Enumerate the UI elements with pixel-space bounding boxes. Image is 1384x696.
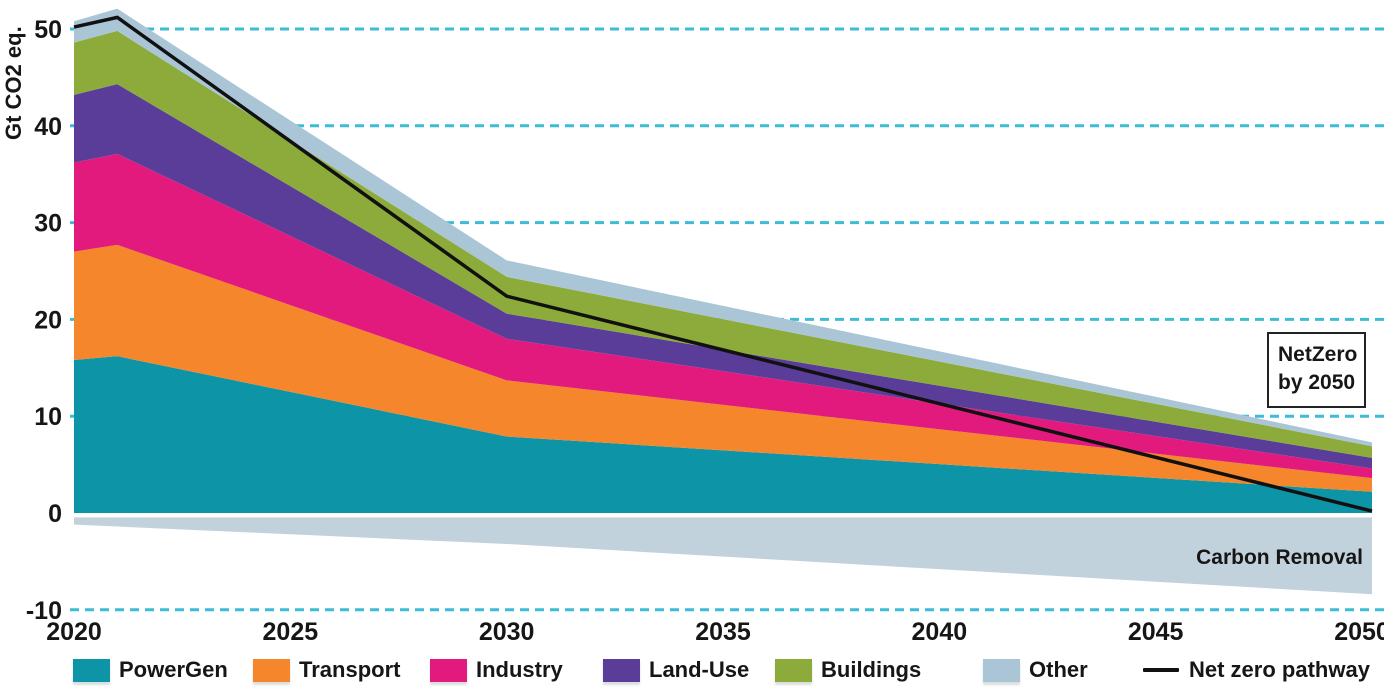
y-axis-title: Gt CO2 eq. — [1, 26, 26, 140]
y-tick-40: 40 — [34, 113, 62, 141]
area-industry — [74, 153, 1372, 479]
legend-item-powergen: PowerGen — [73, 657, 228, 683]
legend-label-land-use: Land-Use — [649, 657, 750, 682]
x-tick-2045: 2045 — [1128, 618, 1184, 646]
y-tick-30: 30 — [34, 210, 62, 238]
legend-swatch-powergen — [73, 658, 110, 682]
legend-swatch-transport — [253, 658, 290, 682]
carbon-removal-area — [74, 517, 1372, 595]
legend-item-land-use: Land-Use — [603, 657, 749, 683]
x-tick-2020: 2020 — [46, 618, 102, 646]
legend-item-other: Other — [983, 657, 1088, 683]
netzero-pathway-line-sample — [1143, 668, 1179, 672]
y-tick-50: 50 — [34, 16, 62, 44]
x-tick-2050: 2050 — [1334, 618, 1384, 646]
legend-label-powergen: PowerGen — [119, 657, 228, 682]
x-tick-2035: 2035 — [695, 618, 751, 646]
legend-swatch-buildings — [775, 658, 812, 682]
legend-swatch-land-use — [603, 658, 640, 682]
legend-swatch-industry — [430, 658, 467, 682]
x-tick-2030: 2030 — [479, 618, 535, 646]
y-tick-0: 0 — [48, 500, 62, 528]
y-tick--10: -10 — [26, 597, 62, 625]
legend-label-buildings: Buildings — [821, 657, 922, 682]
legend-label-industry: Industry — [476, 657, 563, 682]
legend-label-other: Other — [1029, 657, 1088, 682]
legend-item-transport: Transport — [253, 657, 400, 683]
legend-label-transport: Transport — [299, 657, 401, 682]
y-tick-20: 20 — [34, 306, 62, 334]
chart-legend: PowerGen Transport Industry Land-Use Buildin… — [0, 657, 1384, 691]
legend-swatch-other — [983, 658, 1020, 682]
legend-item-industry: Industry — [430, 657, 563, 683]
legend-label-net-zero-pathway: Net zero pathway — [1189, 657, 1370, 682]
netzero-annotation-box: NetZero by 2050 — [1267, 332, 1366, 408]
area-transport — [74, 244, 1372, 492]
x-tick-2040: 2040 — [912, 618, 968, 646]
netzero-annotation-line2: by 2050 — [1278, 371, 1356, 394]
netzero-pathway-line — [73, 15, 1373, 513]
legend-item-buildings: Buildings — [775, 657, 921, 683]
legend-item-net-zero-pathway: Net zero pathway — [1143, 657, 1370, 683]
x-tick-2025: 2025 — [263, 618, 319, 646]
netzero-annotation-line1: NetZero — [1278, 343, 1358, 366]
area-powergen — [74, 356, 1372, 513]
carbon-removal-label: Carbon Removal — [1196, 546, 1363, 569]
y-tick-10: 10 — [34, 403, 62, 431]
